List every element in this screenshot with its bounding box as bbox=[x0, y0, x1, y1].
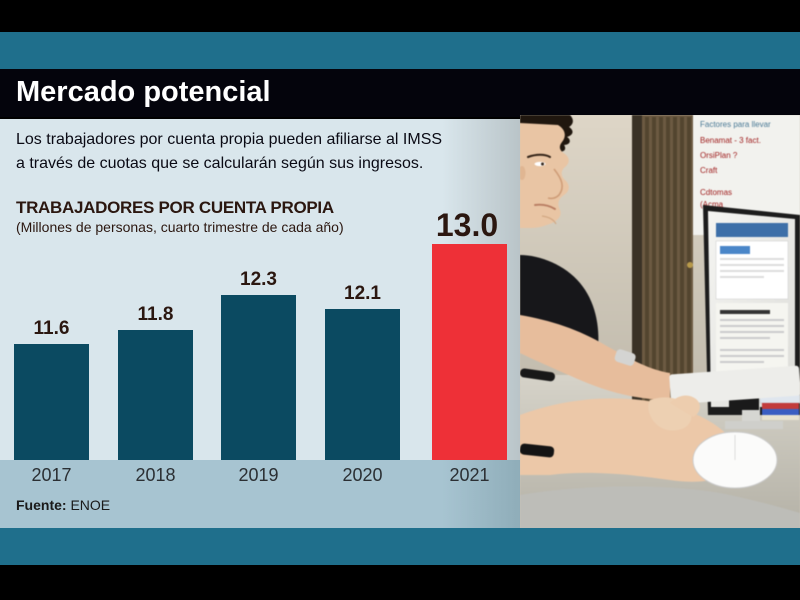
svg-text:Craft: Craft bbox=[700, 166, 718, 175]
svg-text:Benamat - 3 fact.: Benamat - 3 fact. bbox=[700, 136, 761, 145]
svg-text:Cdtomas: Cdtomas bbox=[700, 188, 732, 197]
svg-text:Factores para llevar: Factores para llevar bbox=[700, 120, 771, 129]
svg-text:OrsiPlan ?: OrsiPlan ? bbox=[700, 151, 738, 160]
